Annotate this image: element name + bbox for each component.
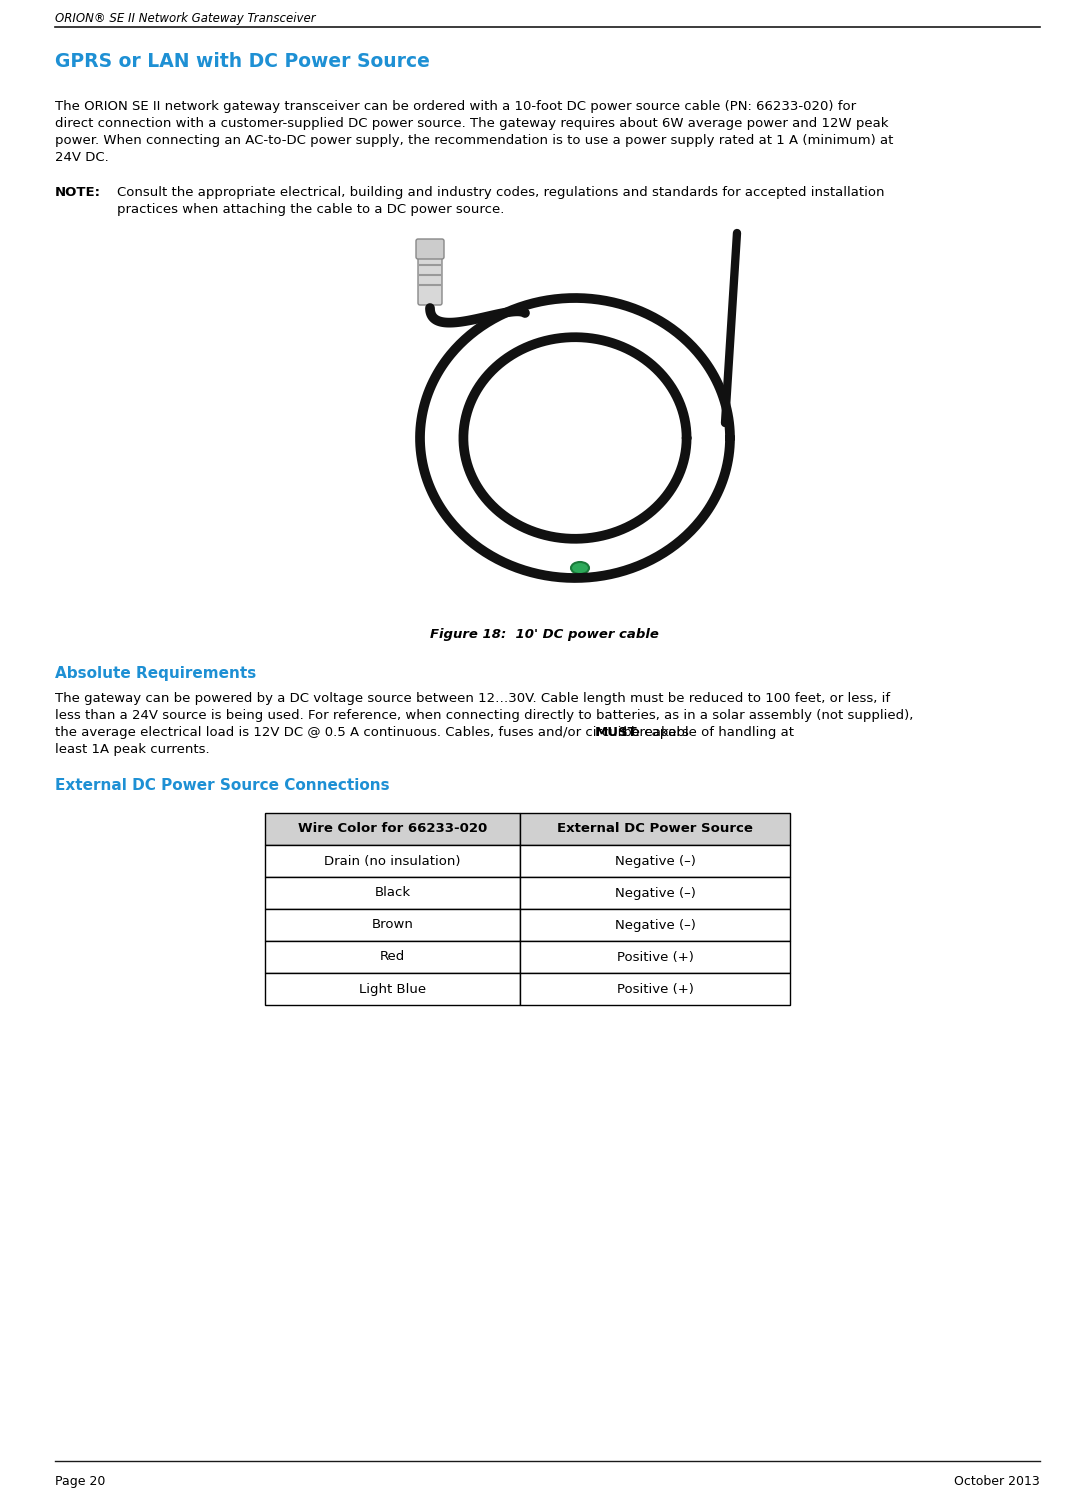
Text: Red: Red — [380, 950, 405, 963]
Text: practices when attaching the cable to a DC power source.: practices when attaching the cable to a … — [118, 203, 505, 216]
Text: MUST: MUST — [594, 726, 638, 739]
Text: Wire Color for 66233-020: Wire Color for 66233-020 — [298, 822, 487, 836]
Text: ORION® SE II Network Gateway Transceiver: ORION® SE II Network Gateway Transceiver — [55, 12, 316, 26]
Bar — [520, 813, 790, 845]
Bar — [265, 813, 520, 845]
Bar — [520, 845, 790, 876]
Bar — [520, 876, 790, 909]
Ellipse shape — [571, 562, 589, 574]
Bar — [265, 941, 520, 972]
Text: less than a 24V source is being used. For reference, when connecting directly to: less than a 24V source is being used. Fo… — [55, 709, 913, 721]
Text: 24V DC.: 24V DC. — [55, 150, 109, 164]
Text: Negative (–): Negative (–) — [615, 887, 695, 899]
FancyBboxPatch shape — [416, 239, 444, 259]
Text: the average electrical load is 12V DC @ 0.5 A continuous. Cables, fuses and/or c: the average electrical load is 12V DC @ … — [55, 726, 693, 739]
Text: Drain (no insulation): Drain (no insulation) — [324, 855, 460, 867]
Text: Positive (+): Positive (+) — [617, 983, 693, 995]
Text: Figure 18:  10' DC power cable: Figure 18: 10' DC power cable — [430, 628, 658, 640]
Text: External DC Power Source: External DC Power Source — [557, 822, 753, 836]
Text: The ORION SE II network gateway transceiver can be ordered with a 10-foot DC pow: The ORION SE II network gateway transcei… — [55, 101, 856, 113]
Bar — [265, 972, 520, 1006]
Text: External DC Power Source Connections: External DC Power Source Connections — [55, 779, 390, 794]
Text: NOTE:: NOTE: — [55, 186, 101, 198]
Text: least 1A peak currents.: least 1A peak currents. — [55, 742, 210, 756]
Text: October 2013: October 2013 — [954, 1474, 1040, 1488]
Text: Light Blue: Light Blue — [359, 983, 426, 995]
Text: Absolute Requirements: Absolute Requirements — [55, 666, 257, 681]
Bar — [265, 845, 520, 876]
Text: Consult the appropriate electrical, building and industry codes, regulations and: Consult the appropriate electrical, buil… — [118, 186, 885, 198]
FancyBboxPatch shape — [418, 251, 442, 305]
Text: Page 20: Page 20 — [55, 1474, 106, 1488]
Text: GPRS or LAN with DC Power Source: GPRS or LAN with DC Power Source — [55, 53, 430, 71]
Text: Brown: Brown — [372, 918, 413, 932]
Text: Negative (–): Negative (–) — [615, 855, 695, 867]
Bar — [520, 972, 790, 1006]
Text: Positive (+): Positive (+) — [617, 950, 693, 963]
Text: The gateway can be powered by a DC voltage source between 12…30V. Cable length m: The gateway can be powered by a DC volta… — [55, 691, 890, 705]
Bar — [520, 909, 790, 941]
Text: Black: Black — [374, 887, 410, 899]
Bar — [265, 876, 520, 909]
Text: Negative (–): Negative (–) — [615, 918, 695, 932]
Bar — [265, 909, 520, 941]
Text: power. When connecting an AC-to-DC power supply, the recommendation is to use a : power. When connecting an AC-to-DC power… — [55, 134, 893, 147]
Text: be capable of handling at: be capable of handling at — [619, 726, 794, 739]
Text: direct connection with a customer-supplied DC power source. The gateway requires: direct connection with a customer-suppli… — [55, 117, 889, 129]
Bar — [520, 941, 790, 972]
